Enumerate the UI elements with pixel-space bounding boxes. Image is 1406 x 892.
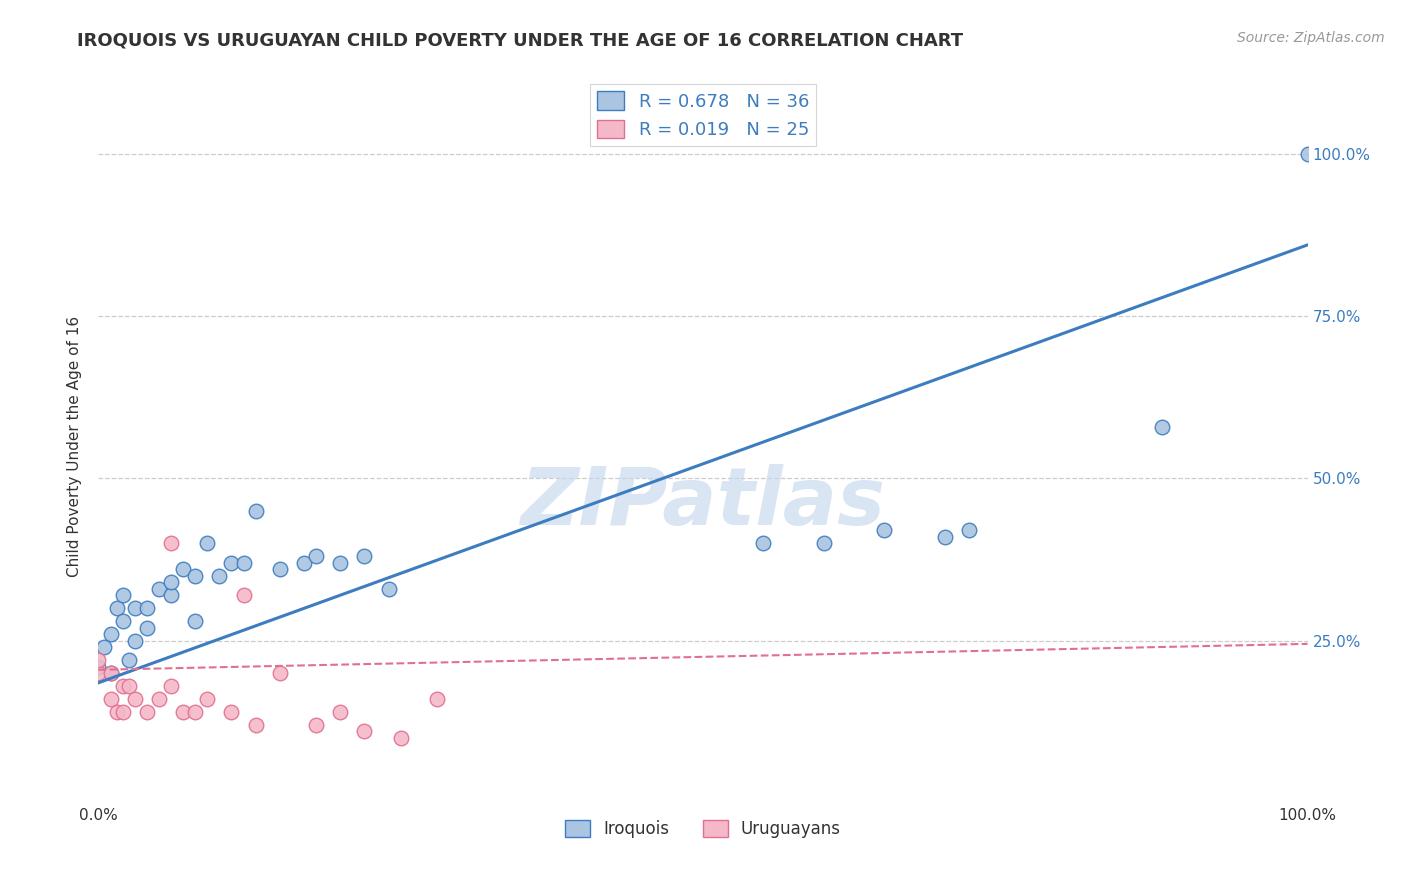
Point (118, 679, 141, 693)
Point (111, 614, 134, 628)
Point (232, 556, 254, 570)
Point (100, 666, 122, 681)
Point (184, 568, 207, 582)
Point (305, 549, 328, 564)
Point (813, 536, 835, 550)
Point (269, 666, 291, 681)
Text: IROQUOIS VS URUGUAYAN CHILD POVERTY UNDER THE AGE OF 16 CORRELATION CHART: IROQUOIS VS URUGUAYAN CHILD POVERTY UNDE… (77, 31, 963, 49)
Point (389, 731, 412, 745)
Point (124, 601, 146, 615)
Point (135, 705, 157, 719)
Point (124, 692, 146, 706)
Point (111, 679, 134, 693)
Point (221, 705, 243, 719)
Point (232, 588, 254, 602)
Point (148, 692, 170, 706)
Point (105, 601, 128, 615)
Point (873, 524, 896, 538)
Point (100, 627, 122, 641)
Point (329, 705, 352, 719)
Point (160, 575, 183, 590)
Point (245, 718, 267, 732)
Point (148, 582, 170, 596)
Point (111, 588, 134, 602)
Point (93, 640, 115, 654)
Point (305, 718, 328, 732)
Point (1296, 147, 1319, 161)
Point (195, 692, 218, 706)
Point (105, 705, 128, 719)
Point (184, 705, 207, 719)
Point (1152, 419, 1174, 434)
Point (135, 621, 157, 635)
Y-axis label: Child Poverty Under the Age of 16: Child Poverty Under the Age of 16 (67, 316, 83, 576)
Point (184, 614, 207, 628)
Point (160, 536, 183, 550)
Point (100, 692, 122, 706)
Legend: Iroquois, Uruguayans: Iroquois, Uruguayans (558, 813, 848, 845)
Text: Source: ZipAtlas.com: Source: ZipAtlas.com (1237, 31, 1385, 45)
Point (269, 562, 291, 576)
Point (118, 653, 141, 667)
Point (160, 588, 183, 602)
Point (377, 582, 399, 596)
Point (172, 705, 194, 719)
Point (752, 536, 775, 550)
Point (87, 666, 110, 681)
Point (957, 524, 980, 538)
Point (135, 601, 157, 615)
Point (87, 653, 110, 667)
Point (208, 568, 231, 582)
Text: ZIPatlas: ZIPatlas (520, 464, 886, 542)
Point (100, 666, 122, 681)
Point (329, 556, 352, 570)
Point (195, 536, 218, 550)
Point (124, 633, 146, 648)
Point (87, 659, 110, 673)
Point (292, 556, 315, 570)
Point (934, 530, 956, 544)
Point (353, 724, 375, 739)
Point (172, 562, 194, 576)
Point (245, 504, 267, 518)
Point (353, 549, 375, 564)
Point (221, 556, 243, 570)
Point (160, 679, 183, 693)
Point (426, 692, 449, 706)
Point (111, 705, 134, 719)
